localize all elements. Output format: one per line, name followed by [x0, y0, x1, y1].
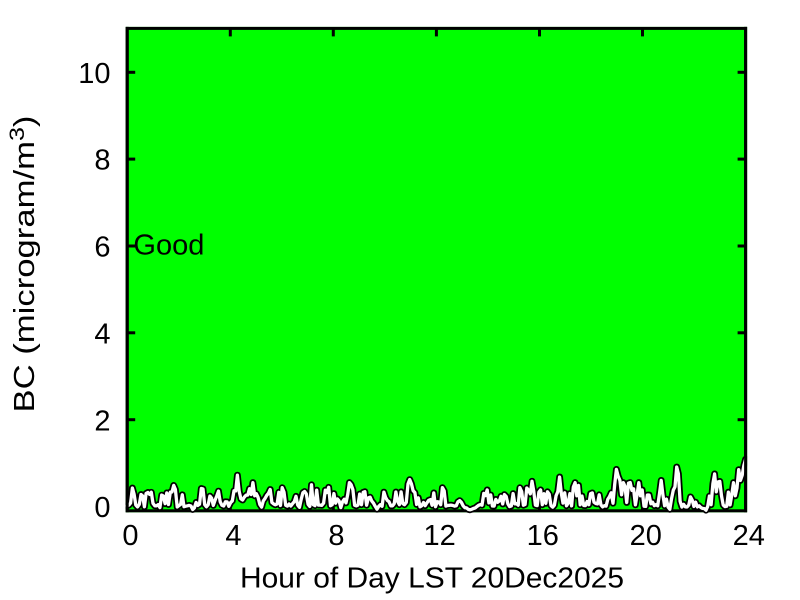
svg-text:24: 24	[733, 520, 765, 552]
svg-text:16: 16	[527, 520, 559, 552]
svg-text:2: 2	[94, 405, 110, 437]
svg-text:10: 10	[78, 58, 110, 90]
svg-text:6: 6	[94, 232, 110, 264]
svg-text:12: 12	[423, 520, 455, 552]
svg-text:Hour of Day LST 20Dec2025: Hour of Day LST 20Dec2025	[240, 563, 624, 595]
svg-text:4: 4	[94, 318, 110, 350]
svg-text:8: 8	[94, 145, 110, 177]
svg-text:Good: Good	[133, 230, 204, 262]
svg-text:8: 8	[328, 520, 344, 552]
svg-text:0: 0	[122, 520, 138, 552]
svg-text:20: 20	[630, 520, 662, 552]
svg-text:BC (microgram/m3): BC (microgram/m3)	[6, 115, 41, 412]
svg-text:4: 4	[225, 520, 241, 552]
svg-text:0: 0	[94, 492, 110, 524]
